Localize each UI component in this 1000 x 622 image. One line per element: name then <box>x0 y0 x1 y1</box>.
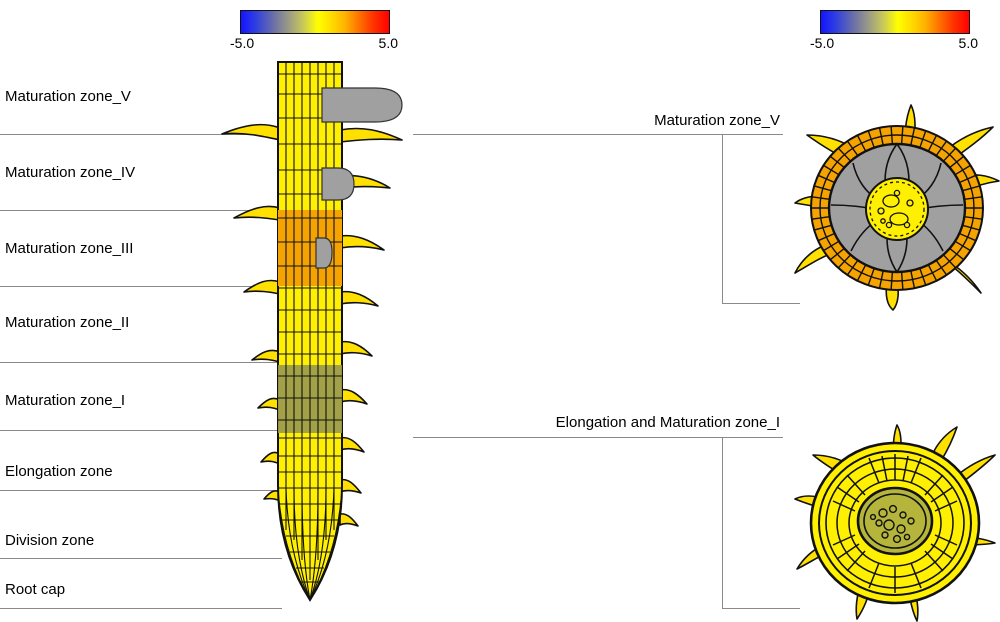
left-colorbar-min-label: -5.0 <box>230 35 255 51</box>
primordium-small <box>315 237 333 269</box>
lateral-root-primordia <box>315 87 403 269</box>
upper-xs-pericycle <box>869 181 925 237</box>
zone-label-maturation-iv: Maturation zone_IV <box>5 164 136 181</box>
connector-line-upper-vert <box>722 134 723 304</box>
zone-label-root-cap: Root cap <box>5 581 66 598</box>
upper-cross-section <box>794 104 1000 311</box>
zone-label-division: Division zone <box>5 532 95 549</box>
upper-xs-vessels <box>877 189 914 229</box>
left-colorbar-ticks: -5.0 5.0 <box>230 34 398 52</box>
right-colorbar-gradient <box>820 10 970 34</box>
right-colorbar: -5.0 5.0 <box>810 10 978 52</box>
connector-label-lower: Elongation and Maturation zone_I <box>555 414 780 431</box>
connector-line-lower-top <box>413 437 783 438</box>
lower-xs-endodermis-ring <box>818 450 972 596</box>
zone-rule-2 <box>0 210 282 211</box>
right-colorbar-min-label: -5.0 <box>810 35 835 51</box>
zone-rule-4 <box>0 362 282 363</box>
connector-label-upper: Maturation zone_V <box>654 112 780 129</box>
connector-line-lower-vert <box>722 437 723 609</box>
zone-rule-1 <box>0 134 282 135</box>
zone-label-maturation-iii: Maturation zone_III <box>5 240 134 257</box>
zone-rule-6 <box>0 490 282 491</box>
left-colorbar: -5.0 5.0 <box>230 10 398 52</box>
root-cap-lines <box>277 487 343 601</box>
lower-xs-cortex-cells <box>832 454 958 593</box>
right-colorbar-ticks: -5.0 5.0 <box>810 34 978 52</box>
zone-label-maturation-i: Maturation zone_I <box>5 392 126 409</box>
longitudinal-root-diagram <box>221 61 403 602</box>
upper-xs-stele <box>865 177 929 241</box>
left-colorbar-max-label: 5.0 <box>378 35 398 51</box>
zone-rule-5 <box>0 430 282 431</box>
zone-rule-8 <box>0 608 282 609</box>
connector-line-upper-bottom <box>722 303 800 304</box>
lower-cross-section <box>794 424 996 622</box>
upper-xs-epidermis-cells <box>811 126 983 290</box>
primordium-large <box>321 87 403 123</box>
zone-label-maturation-v: Maturation zone_V <box>5 88 131 105</box>
primordium-medium <box>321 167 355 201</box>
lower-xs-pericycle <box>863 493 927 549</box>
connector-line-upper-top <box>413 134 783 135</box>
left-colorbar-gradient <box>240 10 390 34</box>
zone-label-elongation: Elongation zone <box>5 463 113 480</box>
zone-rule-7 <box>0 558 282 559</box>
lower-xs-vessels <box>869 504 915 544</box>
zone-rule-3 <box>0 286 282 287</box>
root-hairs-left <box>221 123 281 502</box>
right-colorbar-max-label: 5.0 <box>958 35 978 51</box>
zone-label-maturation-ii: Maturation zone_II <box>5 314 130 331</box>
connector-line-lower-bottom <box>722 608 800 609</box>
